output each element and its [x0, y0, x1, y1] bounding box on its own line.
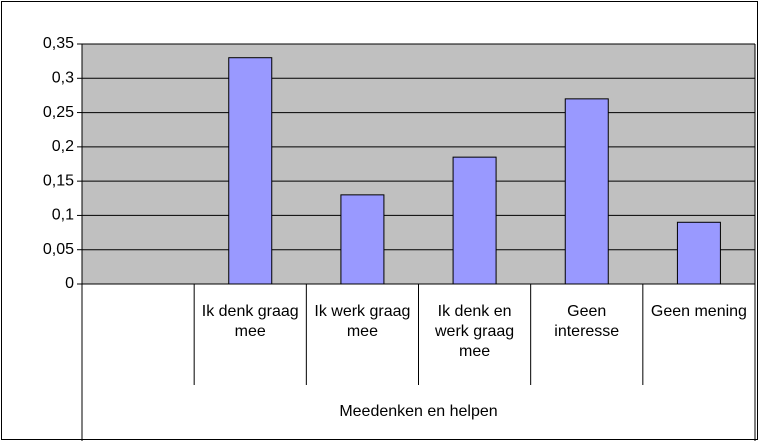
y-tick-label: 0,35	[43, 35, 74, 52]
plot-area	[82, 44, 755, 284]
y-tick-label: 0,15	[43, 172, 74, 189]
bar	[676, 221, 721, 285]
y-tick-label: 0,25	[43, 104, 74, 121]
bar	[228, 57, 273, 285]
x-tick-label: Geen interesse	[554, 303, 620, 340]
x-tick-label: Ik werk graag mee	[314, 303, 411, 340]
bar	[340, 194, 385, 285]
y-tick-label: 0,3	[52, 70, 74, 87]
bar	[564, 98, 609, 285]
x-tick-label: Geen mening	[650, 303, 747, 320]
x-tick-label: Ik denk en werk graag mee	[435, 303, 515, 360]
y-tick-label: 0,05	[43, 241, 74, 258]
x-tick-label: Ik denk graag mee	[201, 303, 299, 340]
y-tick-label: 0,2	[52, 138, 74, 155]
group-label: Meedenken en helpen	[339, 403, 498, 420]
y-tick-label: 0	[65, 275, 74, 292]
y-tick-label: 0,1	[52, 207, 74, 224]
bar	[452, 156, 497, 285]
